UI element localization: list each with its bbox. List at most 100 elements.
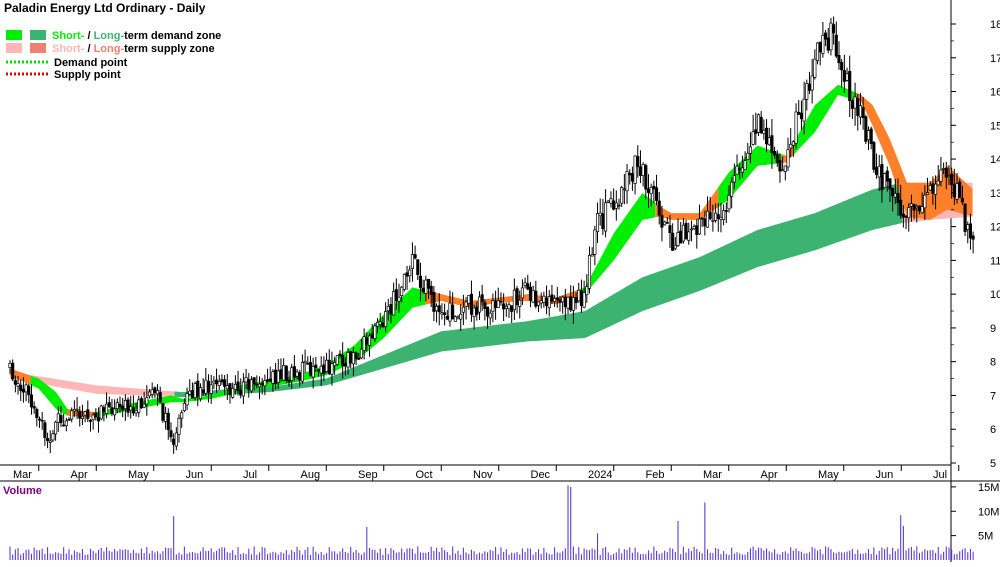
candle bbox=[681, 218, 685, 244]
candle bbox=[722, 204, 726, 226]
candle bbox=[263, 374, 267, 396]
candle bbox=[885, 166, 889, 192]
candle bbox=[180, 410, 184, 428]
candle bbox=[220, 374, 224, 385]
candle bbox=[188, 379, 192, 396]
candle bbox=[826, 27, 830, 54]
candle bbox=[934, 175, 938, 210]
candle bbox=[477, 291, 482, 320]
time-tick-label: Dec bbox=[531, 469, 551, 481]
candle bbox=[354, 351, 358, 365]
candle bbox=[46, 432, 50, 449]
candle bbox=[257, 376, 262, 400]
candle bbox=[923, 185, 927, 221]
candle bbox=[48, 430, 52, 453]
price-tick-label: 11 bbox=[990, 255, 1000, 267]
short-term-zone-supply-segment bbox=[655, 187, 719, 220]
candle bbox=[311, 357, 315, 389]
short-term-zone-demand-segment bbox=[30, 375, 68, 416]
candle bbox=[569, 285, 573, 313]
candle bbox=[397, 283, 401, 313]
candle bbox=[421, 279, 425, 294]
candle bbox=[711, 204, 715, 232]
candle bbox=[598, 198, 602, 226]
candle bbox=[172, 433, 176, 454]
candle bbox=[496, 287, 500, 309]
candle bbox=[526, 274, 530, 291]
candle bbox=[818, 41, 822, 66]
candle bbox=[268, 366, 272, 382]
candle bbox=[539, 292, 543, 309]
candle bbox=[279, 358, 283, 382]
candle bbox=[695, 218, 699, 249]
price-tick-label: 6 bbox=[990, 424, 996, 436]
time-tick-label: Apr bbox=[761, 469, 778, 481]
time-tick-label: May bbox=[128, 469, 149, 481]
candle bbox=[75, 397, 79, 419]
candle bbox=[671, 223, 675, 251]
candle bbox=[32, 401, 36, 414]
candle bbox=[802, 81, 806, 135]
candle bbox=[692, 224, 696, 231]
legend-long-demand-swatch bbox=[30, 30, 46, 40]
short-term-zone-demand-segment bbox=[580, 192, 656, 296]
candle bbox=[719, 202, 723, 233]
candle bbox=[59, 405, 63, 428]
price-tick-label: 18 bbox=[990, 19, 1000, 31]
candle bbox=[960, 185, 964, 205]
legend-supply-point: Supply point bbox=[54, 69, 121, 81]
candle bbox=[756, 113, 761, 136]
candle bbox=[105, 392, 109, 419]
time-tick-label: Mar bbox=[703, 469, 722, 481]
candle bbox=[357, 352, 361, 361]
candle bbox=[641, 162, 645, 187]
candle bbox=[308, 355, 313, 377]
candle bbox=[762, 119, 766, 140]
candle bbox=[824, 29, 828, 47]
candle bbox=[612, 188, 616, 211]
candle bbox=[217, 375, 221, 390]
candle bbox=[665, 217, 669, 224]
short-term-zone-supply-segment bbox=[10, 368, 31, 385]
candle bbox=[638, 150, 643, 184]
candle bbox=[786, 137, 790, 171]
candle bbox=[37, 416, 42, 428]
candle bbox=[748, 132, 753, 164]
candle bbox=[950, 167, 954, 199]
candle bbox=[531, 285, 535, 304]
candle bbox=[606, 200, 610, 204]
price-tick-label: 7 bbox=[990, 390, 996, 402]
price-tick-label: 14 bbox=[990, 154, 1000, 166]
candle bbox=[620, 185, 624, 207]
candle bbox=[561, 295, 565, 314]
candle bbox=[507, 301, 511, 318]
candle bbox=[201, 378, 205, 397]
candle bbox=[453, 315, 457, 322]
candle bbox=[190, 382, 194, 399]
candle bbox=[303, 349, 307, 374]
candle bbox=[585, 274, 589, 303]
legend-supply-short: Short- bbox=[52, 43, 85, 55]
candle bbox=[794, 103, 798, 150]
candle bbox=[735, 154, 739, 175]
candle bbox=[40, 412, 44, 430]
volume-tick-label: 10M bbox=[978, 506, 999, 518]
candle bbox=[472, 304, 476, 330]
price-tick-label: 13 bbox=[990, 188, 1000, 200]
legend-supply-long: Long- bbox=[94, 43, 125, 55]
candle bbox=[483, 299, 487, 321]
long-term-zone bbox=[10, 182, 973, 398]
candle bbox=[764, 119, 769, 153]
candle bbox=[655, 174, 659, 206]
candle bbox=[821, 21, 825, 58]
candle bbox=[204, 367, 208, 397]
candle bbox=[840, 59, 844, 88]
candle bbox=[797, 100, 801, 116]
candle bbox=[24, 382, 28, 402]
candle bbox=[679, 221, 683, 244]
candle bbox=[595, 202, 600, 244]
price-tick-label: 17 bbox=[990, 53, 1000, 65]
candle bbox=[518, 290, 522, 319]
candle bbox=[196, 373, 200, 407]
